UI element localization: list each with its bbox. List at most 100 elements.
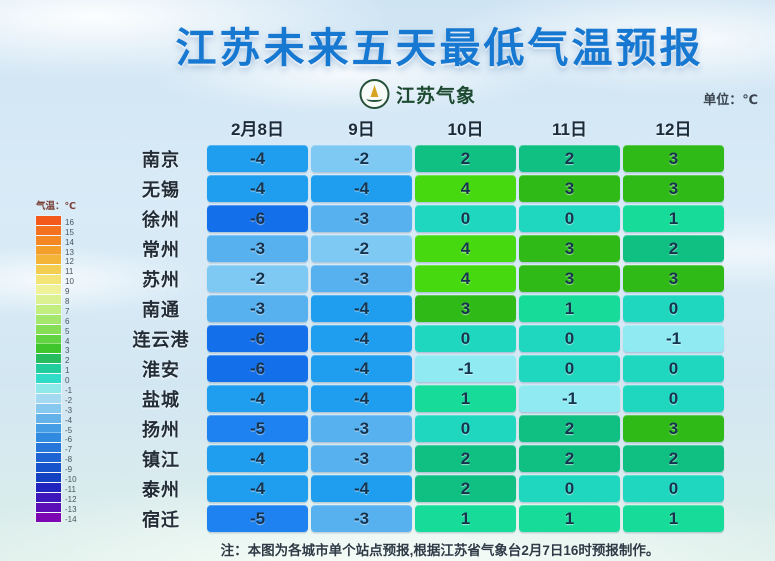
temp-cell: 3 bbox=[415, 295, 516, 322]
legend-title: 气温：℃ bbox=[36, 201, 77, 212]
legend-color-swatch bbox=[36, 265, 61, 275]
temp-cell: 0 bbox=[623, 475, 724, 502]
temp-cell: -3 bbox=[311, 415, 412, 442]
temp-cell: 0 bbox=[519, 205, 620, 232]
city-label: 镇江 bbox=[142, 449, 180, 470]
temp-cell: 0 bbox=[415, 415, 516, 442]
temp-cell: -4 bbox=[311, 175, 412, 202]
legend-color-swatch bbox=[36, 215, 61, 225]
temp-cell: -2 bbox=[311, 145, 412, 172]
temp-cell: -5 bbox=[207, 505, 308, 532]
temp-cell: -4 bbox=[207, 385, 308, 412]
temp-cell: 2 bbox=[519, 415, 620, 442]
temp-cell: -4 bbox=[311, 475, 412, 502]
forecast-table: 2月8日 9日 10日 11日 12日 南京 -4 -2 2 2 3 无锡 -4 -4 4 3 3 徐州 -6 -3 0… bbox=[118, 115, 724, 532]
page-title: 江苏未来五天最低气温预报 bbox=[175, 25, 704, 71]
city-label: 宿迁 bbox=[142, 509, 180, 530]
city-label: 连云港 bbox=[132, 329, 190, 350]
legend-value-label: -11 bbox=[65, 484, 76, 494]
legend-entry: 1 bbox=[36, 363, 96, 375]
temp-cell: 2 bbox=[519, 445, 620, 472]
logo-swoosh-icon bbox=[365, 96, 382, 102]
legend-value-label: -12 bbox=[65, 494, 77, 504]
legend-entry: -14 bbox=[36, 512, 96, 523]
legend-color-swatch bbox=[36, 354, 61, 364]
legend-entry: -6 bbox=[36, 433, 96, 444]
city-label: 徐州 bbox=[142, 209, 180, 230]
legend-color-swatch bbox=[36, 482, 61, 492]
legend-entry: 2 bbox=[36, 353, 96, 366]
legend-value-label: -13 bbox=[65, 504, 77, 514]
temp-cell: -5 bbox=[207, 415, 308, 442]
temp-cell: 0 bbox=[623, 355, 724, 382]
city-label: 盐城 bbox=[142, 389, 180, 410]
city-label: 泰州 bbox=[142, 479, 180, 500]
temp-cell: -6 bbox=[207, 355, 308, 382]
legend-entry: 5 bbox=[36, 324, 96, 336]
legend-entry: 13 bbox=[36, 245, 96, 256]
legend-color-swatch bbox=[36, 314, 61, 324]
temp-cell: 0 bbox=[519, 475, 620, 502]
temp-cell: -4 bbox=[311, 295, 412, 322]
temp-cell: -2 bbox=[311, 235, 412, 262]
temp-cell: 1 bbox=[519, 295, 620, 322]
legend-value-label: 9 bbox=[65, 287, 70, 297]
table-corner bbox=[118, 115, 204, 140]
legend-value-label: 11 bbox=[65, 267, 74, 277]
logo-row: 江苏气象 bbox=[358, 79, 477, 109]
legend-entry: 12 bbox=[36, 255, 96, 267]
temp-cell: 2 bbox=[415, 445, 516, 472]
temp-cell: 0 bbox=[623, 295, 724, 322]
city-label: 南京 bbox=[142, 149, 180, 170]
legend-entry: -7 bbox=[36, 442, 96, 455]
logo-text: 江苏气象 bbox=[395, 85, 477, 107]
temp-cell: 0 bbox=[623, 385, 724, 412]
temp-cell: 2 bbox=[415, 475, 516, 502]
legend-entry: -4 bbox=[36, 413, 96, 425]
legend-value-label: 7 bbox=[65, 306, 70, 316]
legend-value-label: 2 bbox=[65, 356, 70, 366]
temp-cell: 1 bbox=[415, 505, 516, 532]
temp-cell: -3 bbox=[207, 295, 308, 322]
temp-cell: 2 bbox=[623, 235, 724, 262]
temp-cell: 3 bbox=[623, 175, 724, 202]
legend-entry: 6 bbox=[36, 314, 96, 325]
legend-entry: -13 bbox=[36, 502, 96, 514]
legend-entry: 11 bbox=[36, 264, 96, 277]
legend-color-swatch bbox=[36, 304, 61, 314]
temp-cell: -1 bbox=[623, 325, 724, 352]
legend-entry: 0 bbox=[36, 373, 96, 385]
temp-cell: 1 bbox=[415, 385, 516, 412]
date-header: 2月8日 bbox=[231, 120, 284, 139]
legend-color-swatch bbox=[36, 433, 61, 443]
legend-color-swatch bbox=[36, 423, 61, 433]
legend-value-label: -2 bbox=[65, 395, 73, 405]
legend-color-swatch bbox=[36, 334, 61, 344]
temp-cell: 4 bbox=[415, 265, 516, 292]
legend-color-swatch bbox=[36, 225, 61, 235]
legend-entry: -5 bbox=[36, 423, 96, 435]
legend-color-swatch bbox=[36, 502, 61, 512]
temp-cell: 4 bbox=[415, 235, 516, 262]
legend-color-swatch bbox=[36, 453, 61, 463]
legend-color-swatch bbox=[36, 255, 61, 265]
footnote: 注：本图为各城市单个站点预报,根据江苏省气象台2月7日16时预报制作。 bbox=[220, 543, 660, 558]
legend-value-label: 3 bbox=[65, 346, 70, 356]
city-label: 扬州 bbox=[142, 419, 180, 440]
legend-entry: 9 bbox=[36, 284, 96, 297]
legend-color-swatch bbox=[36, 295, 61, 305]
legend-entries: 16 15 14 13 12 11 10 9 8 7 6 5 4 3 2 1 0 -1 -2 -3 -4 -5 -6 -7 -8… bbox=[36, 215, 96, 523]
legend-value-label: -7 bbox=[65, 445, 73, 455]
legend-entry: 14 bbox=[36, 235, 96, 246]
temp-cell: 4 bbox=[415, 175, 516, 202]
date-header: 10日 bbox=[447, 120, 484, 139]
legend-color-swatch bbox=[36, 413, 61, 423]
legend-value-label: 12 bbox=[65, 257, 74, 267]
legend-value-label: 8 bbox=[65, 297, 70, 307]
legend-color-swatch bbox=[36, 492, 61, 502]
legend-value-label: -5 bbox=[65, 425, 73, 435]
legend-value-label: 16 bbox=[65, 217, 74, 227]
temp-cell: -2 bbox=[207, 265, 308, 292]
legend-value-label: 5 bbox=[65, 326, 70, 336]
legend-value-label: -4 bbox=[65, 415, 73, 425]
